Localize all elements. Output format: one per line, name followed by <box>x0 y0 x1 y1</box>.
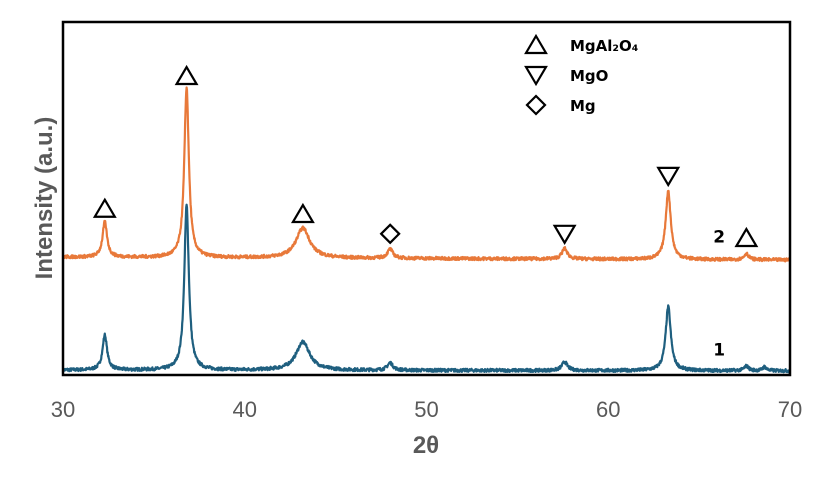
x-tick-labels: 30 40 50 60 70 <box>51 397 802 422</box>
y-axis-label: Intensity (a.u.) <box>31 117 58 280</box>
peak-markers <box>92 64 759 248</box>
series-2-line <box>61 86 792 263</box>
triangle-up-marker <box>92 197 117 218</box>
triangle-down-marker <box>552 224 577 245</box>
triangle-up-marker <box>174 64 199 86</box>
diamond-legend-icon <box>525 94 547 116</box>
triangle-down-legend-icon <box>524 65 548 87</box>
x-tick-label: 50 <box>414 397 438 422</box>
legend-label: MgAl₂O₄ <box>570 37 638 55</box>
triangle-up-legend-icon <box>524 33 548 55</box>
diamond-marker <box>379 223 401 245</box>
series-1-line <box>61 203 791 374</box>
legend-label: Mg <box>570 97 596 115</box>
x-tick-label: 40 <box>233 397 257 422</box>
triangle-up-marker <box>734 226 759 248</box>
x-tick-label: 70 <box>778 397 802 422</box>
plot-frame <box>61 20 792 377</box>
triangle-up-marker <box>290 202 315 224</box>
series-labels: 21 <box>713 228 725 361</box>
series-label: 1 <box>713 341 725 361</box>
x-tick-label: 30 <box>51 397 75 422</box>
legend-label: MgO <box>570 67 608 85</box>
x-tick-label: 60 <box>596 397 620 422</box>
plot-area <box>61 86 792 374</box>
series-label: 2 <box>713 228 725 248</box>
triangle-down-marker <box>656 166 681 188</box>
legend: MgAl₂O₄ MgO Mg <box>524 33 638 116</box>
x-axis-label: 2θ <box>413 432 439 459</box>
